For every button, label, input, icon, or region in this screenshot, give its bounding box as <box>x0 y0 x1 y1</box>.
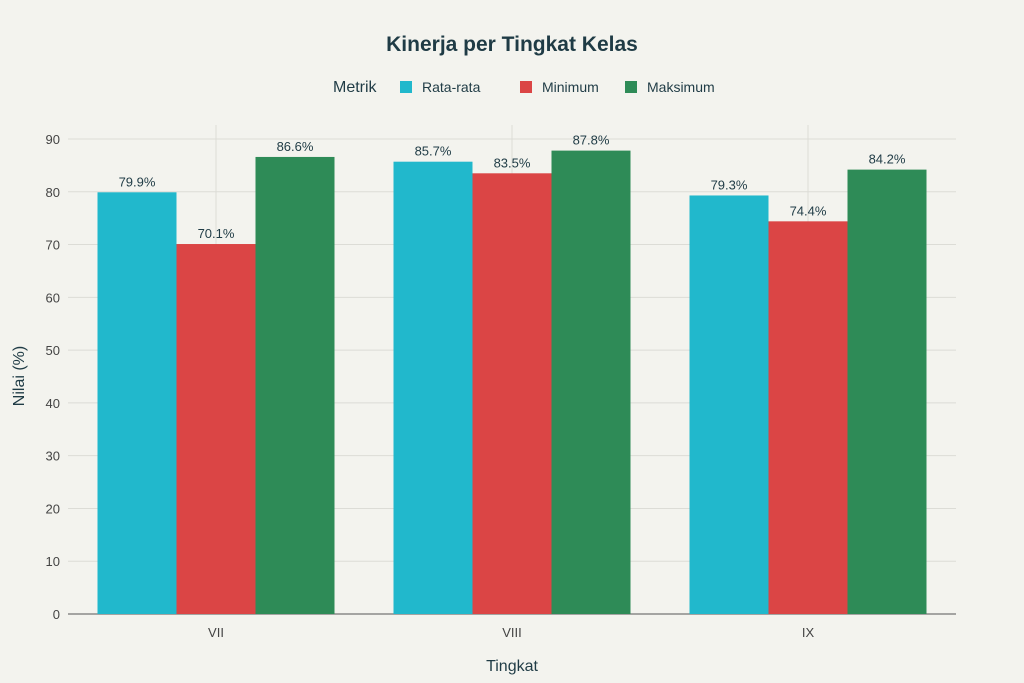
legend-swatch-maksimum <box>625 81 637 93</box>
x-tick-label: VII <box>208 625 224 640</box>
bar-rata-rata <box>393 161 473 614</box>
bar-maksimum <box>551 150 631 614</box>
legend: Metrik Rata-rata Minimum Maksimum <box>333 79 715 96</box>
y-tick-label: 30 <box>46 449 60 464</box>
chart-title: Kinerja per Tingkat Kelas <box>386 33 638 56</box>
y-tick-label: 0 <box>53 607 60 622</box>
bar-maksimum <box>255 156 335 614</box>
y-axis-label: Nilai (%) <box>11 346 28 406</box>
data-label: 87.8% <box>573 133 610 148</box>
data-label: 79.9% <box>119 174 156 189</box>
bar-minimum <box>176 244 256 614</box>
x-tick-label: IX <box>802 625 815 640</box>
legend-label: Rata-rata <box>422 79 481 95</box>
legend-title: Metrik <box>333 79 378 96</box>
x-axis-label: Tingkat <box>486 658 538 675</box>
data-label: 83.5% <box>494 155 531 170</box>
bar-rata-rata <box>689 195 769 614</box>
y-tick-label: 80 <box>46 185 60 200</box>
data-label: 70.1% <box>198 226 235 241</box>
bars: 79.9% 70.1% 86.6% 85.7% 83.5% 87.8% 79.3% 74.4%… <box>97 133 927 615</box>
tick-labels: 0 10 20 30 40 50 60 70 80 90 VII VIII IX <box>46 132 815 640</box>
y-tick-label: 70 <box>46 238 60 253</box>
legend-label: Maksimum <box>647 79 715 95</box>
y-tick-label: 10 <box>46 554 60 569</box>
y-tick-label: 90 <box>46 132 60 147</box>
x-tick-label: VIII <box>502 625 522 640</box>
y-tick-label: 60 <box>46 290 60 305</box>
data-label: 84.2% <box>869 152 906 167</box>
legend-label: Minimum <box>542 79 599 95</box>
legend-swatch-minimum <box>520 81 532 93</box>
bar-maksimum <box>847 169 927 614</box>
data-label: 79.3% <box>711 177 748 192</box>
legend-swatch-rata-rata <box>400 81 412 93</box>
data-label: 85.7% <box>415 144 452 159</box>
data-label: 86.6% <box>277 139 314 154</box>
bar-rata-rata <box>97 192 177 615</box>
y-tick-label: 40 <box>46 396 60 411</box>
y-tick-label: 50 <box>46 343 60 358</box>
bar-minimum <box>472 173 552 615</box>
bar-minimum <box>768 221 848 615</box>
y-tick-label: 20 <box>46 501 60 516</box>
data-label: 74.4% <box>790 203 827 218</box>
